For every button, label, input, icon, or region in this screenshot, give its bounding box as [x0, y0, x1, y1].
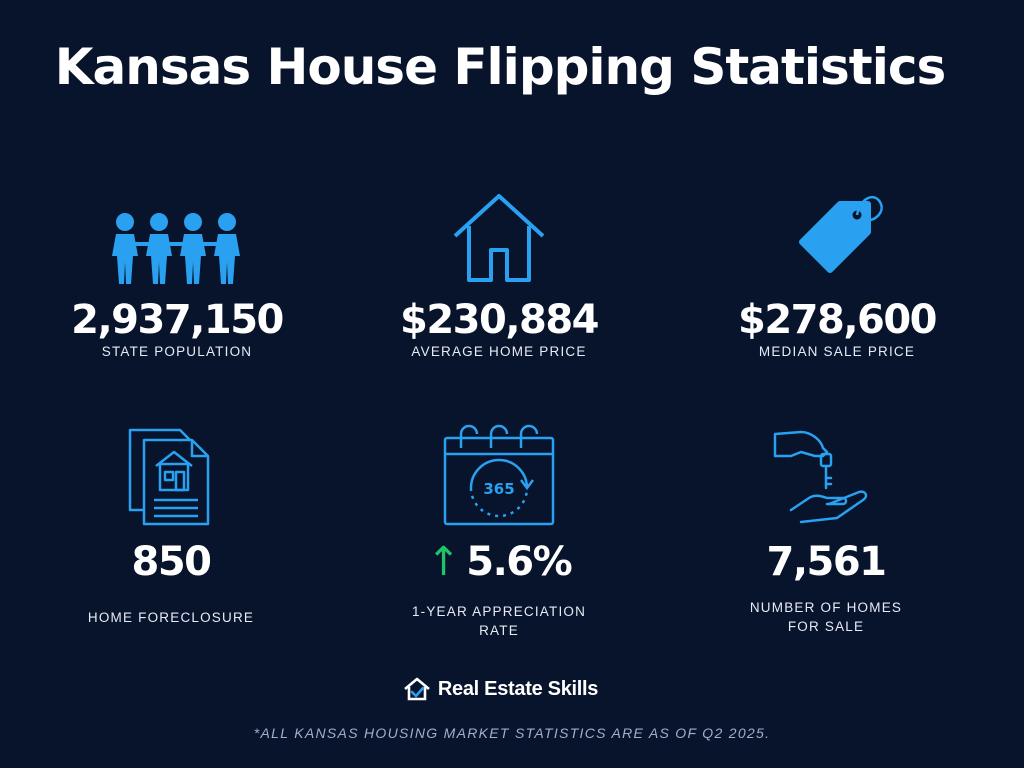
stat-label: MEDIAN SALE PRICE	[758, 344, 916, 359]
foreclosure-document-icon	[128, 428, 210, 526]
people-icon	[112, 213, 240, 284]
stat-homes-for-sale: 7,561 NUMBER OF HOMES FOR SALE	[666, 426, 986, 636]
house-icon	[453, 194, 545, 282]
stat-median-sale-price: $278,600 MEDIAN SALE PRICE	[677, 190, 997, 361]
svg-text:365: 365	[483, 480, 514, 498]
stat-label: 1-YEAR APPRECIATION RATE	[339, 602, 659, 640]
stat-label-line: FOR SALE	[787, 619, 865, 634]
stat-value-number: 5.6%	[466, 539, 572, 585]
stat-home-foreclosure: 850 HOME FORECLOSURE	[11, 426, 331, 627]
stat-label: NUMBER OF HOMES FOR SALE	[666, 598, 986, 636]
brand-logo: Real Estate Skills	[0, 676, 1000, 702]
price-tag-icon	[799, 195, 883, 273]
stat-label-line: RATE	[479, 623, 519, 638]
stat-label: AVERAGE HOME PRICE	[411, 344, 587, 359]
stat-value: ↑ 5.6%	[339, 540, 659, 584]
stat-label-line: 1-YEAR APPRECIATION	[411, 604, 587, 619]
stat-average-home-price: $230,884 AVERAGE HOME PRICE	[339, 190, 659, 361]
stat-value: 2,937,150	[71, 297, 284, 343]
hand-keys-icon	[773, 430, 868, 524]
stat-value: 7,561	[766, 539, 887, 585]
stat-appreciation-rate: 365 ↑ 5.6% 1-YEAR APPRECIATION RATE	[339, 424, 659, 640]
stat-label: STATE POPULATION	[101, 344, 253, 359]
stat-value: 850	[131, 539, 213, 585]
calendar-365-icon: 365	[443, 424, 555, 526]
up-arrow-icon: ↑	[426, 539, 461, 585]
stat-label-line: NUMBER OF HOMES	[749, 600, 903, 615]
stat-state-population: 2,937,150 STATE POPULATION	[17, 210, 337, 361]
stat-value: $230,884	[399, 297, 600, 343]
footnote: *ALL KANSAS HOUSING MARKET STATISTICS AR…	[253, 725, 771, 741]
stat-label: HOME FORECLOSURE	[87, 610, 255, 625]
page-title: Kansas House Flipping Statistics	[54, 38, 946, 96]
stat-value: $278,600	[737, 297, 938, 343]
house-check-logo-icon	[404, 677, 430, 701]
brand-name: Real Estate Skills	[437, 677, 599, 700]
